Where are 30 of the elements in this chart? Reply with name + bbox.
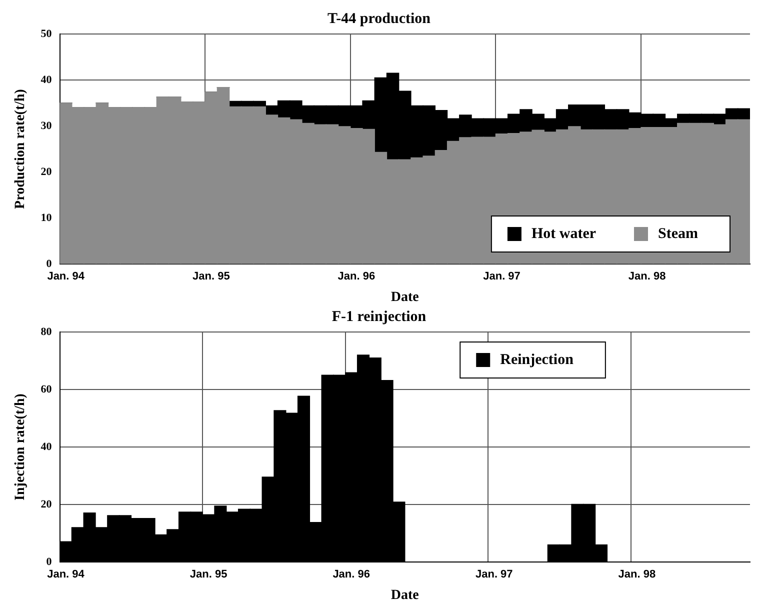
x-tick-label: Jan. 96 bbox=[332, 568, 370, 581]
y-tick-label: 60 bbox=[40, 383, 52, 396]
y-tick-label: 40 bbox=[40, 440, 52, 453]
x-tick-label: Jan. 94 bbox=[47, 270, 86, 283]
chart-title: T-44 production bbox=[328, 10, 432, 27]
x-tick-label: Jan. 94 bbox=[47, 568, 86, 581]
x-tick-label: Jan. 98 bbox=[628, 270, 666, 283]
x-axis-title: Date bbox=[390, 290, 419, 306]
y-axis-title: Injection rate(t/h) bbox=[13, 393, 28, 500]
x-tick-label: Jan. 96 bbox=[338, 270, 376, 283]
y-tick-label: 20 bbox=[40, 166, 52, 178]
x-tick-label: Jan. 97 bbox=[475, 568, 513, 581]
x-tick-label: Jan. 98 bbox=[618, 568, 656, 581]
legend-label: Hot water bbox=[531, 226, 596, 242]
y-tick-label: 80 bbox=[40, 326, 52, 338]
y-tick-label: 50 bbox=[40, 28, 52, 40]
y-tick-label: 40 bbox=[40, 74, 52, 86]
x-axis-title: Date bbox=[390, 588, 419, 604]
y-tick-label: 30 bbox=[40, 120, 52, 132]
legend-label: Reinjection bbox=[500, 352, 574, 368]
y-axis-title: Production rate(t/h) bbox=[13, 88, 28, 209]
y-tick-label: 20 bbox=[40, 498, 52, 510]
chart-title: F-1 reinjection bbox=[332, 308, 427, 325]
y-tick-label: 10 bbox=[40, 212, 52, 224]
x-tick-label: Jan. 95 bbox=[190, 568, 228, 581]
legend-label: Steam bbox=[658, 226, 699, 242]
y-tick-label: 0 bbox=[46, 556, 52, 568]
x-tick-label: Jan. 95 bbox=[192, 270, 230, 283]
y-tick-label: 0 bbox=[46, 258, 52, 270]
x-tick-label: Jan. 97 bbox=[483, 270, 520, 283]
